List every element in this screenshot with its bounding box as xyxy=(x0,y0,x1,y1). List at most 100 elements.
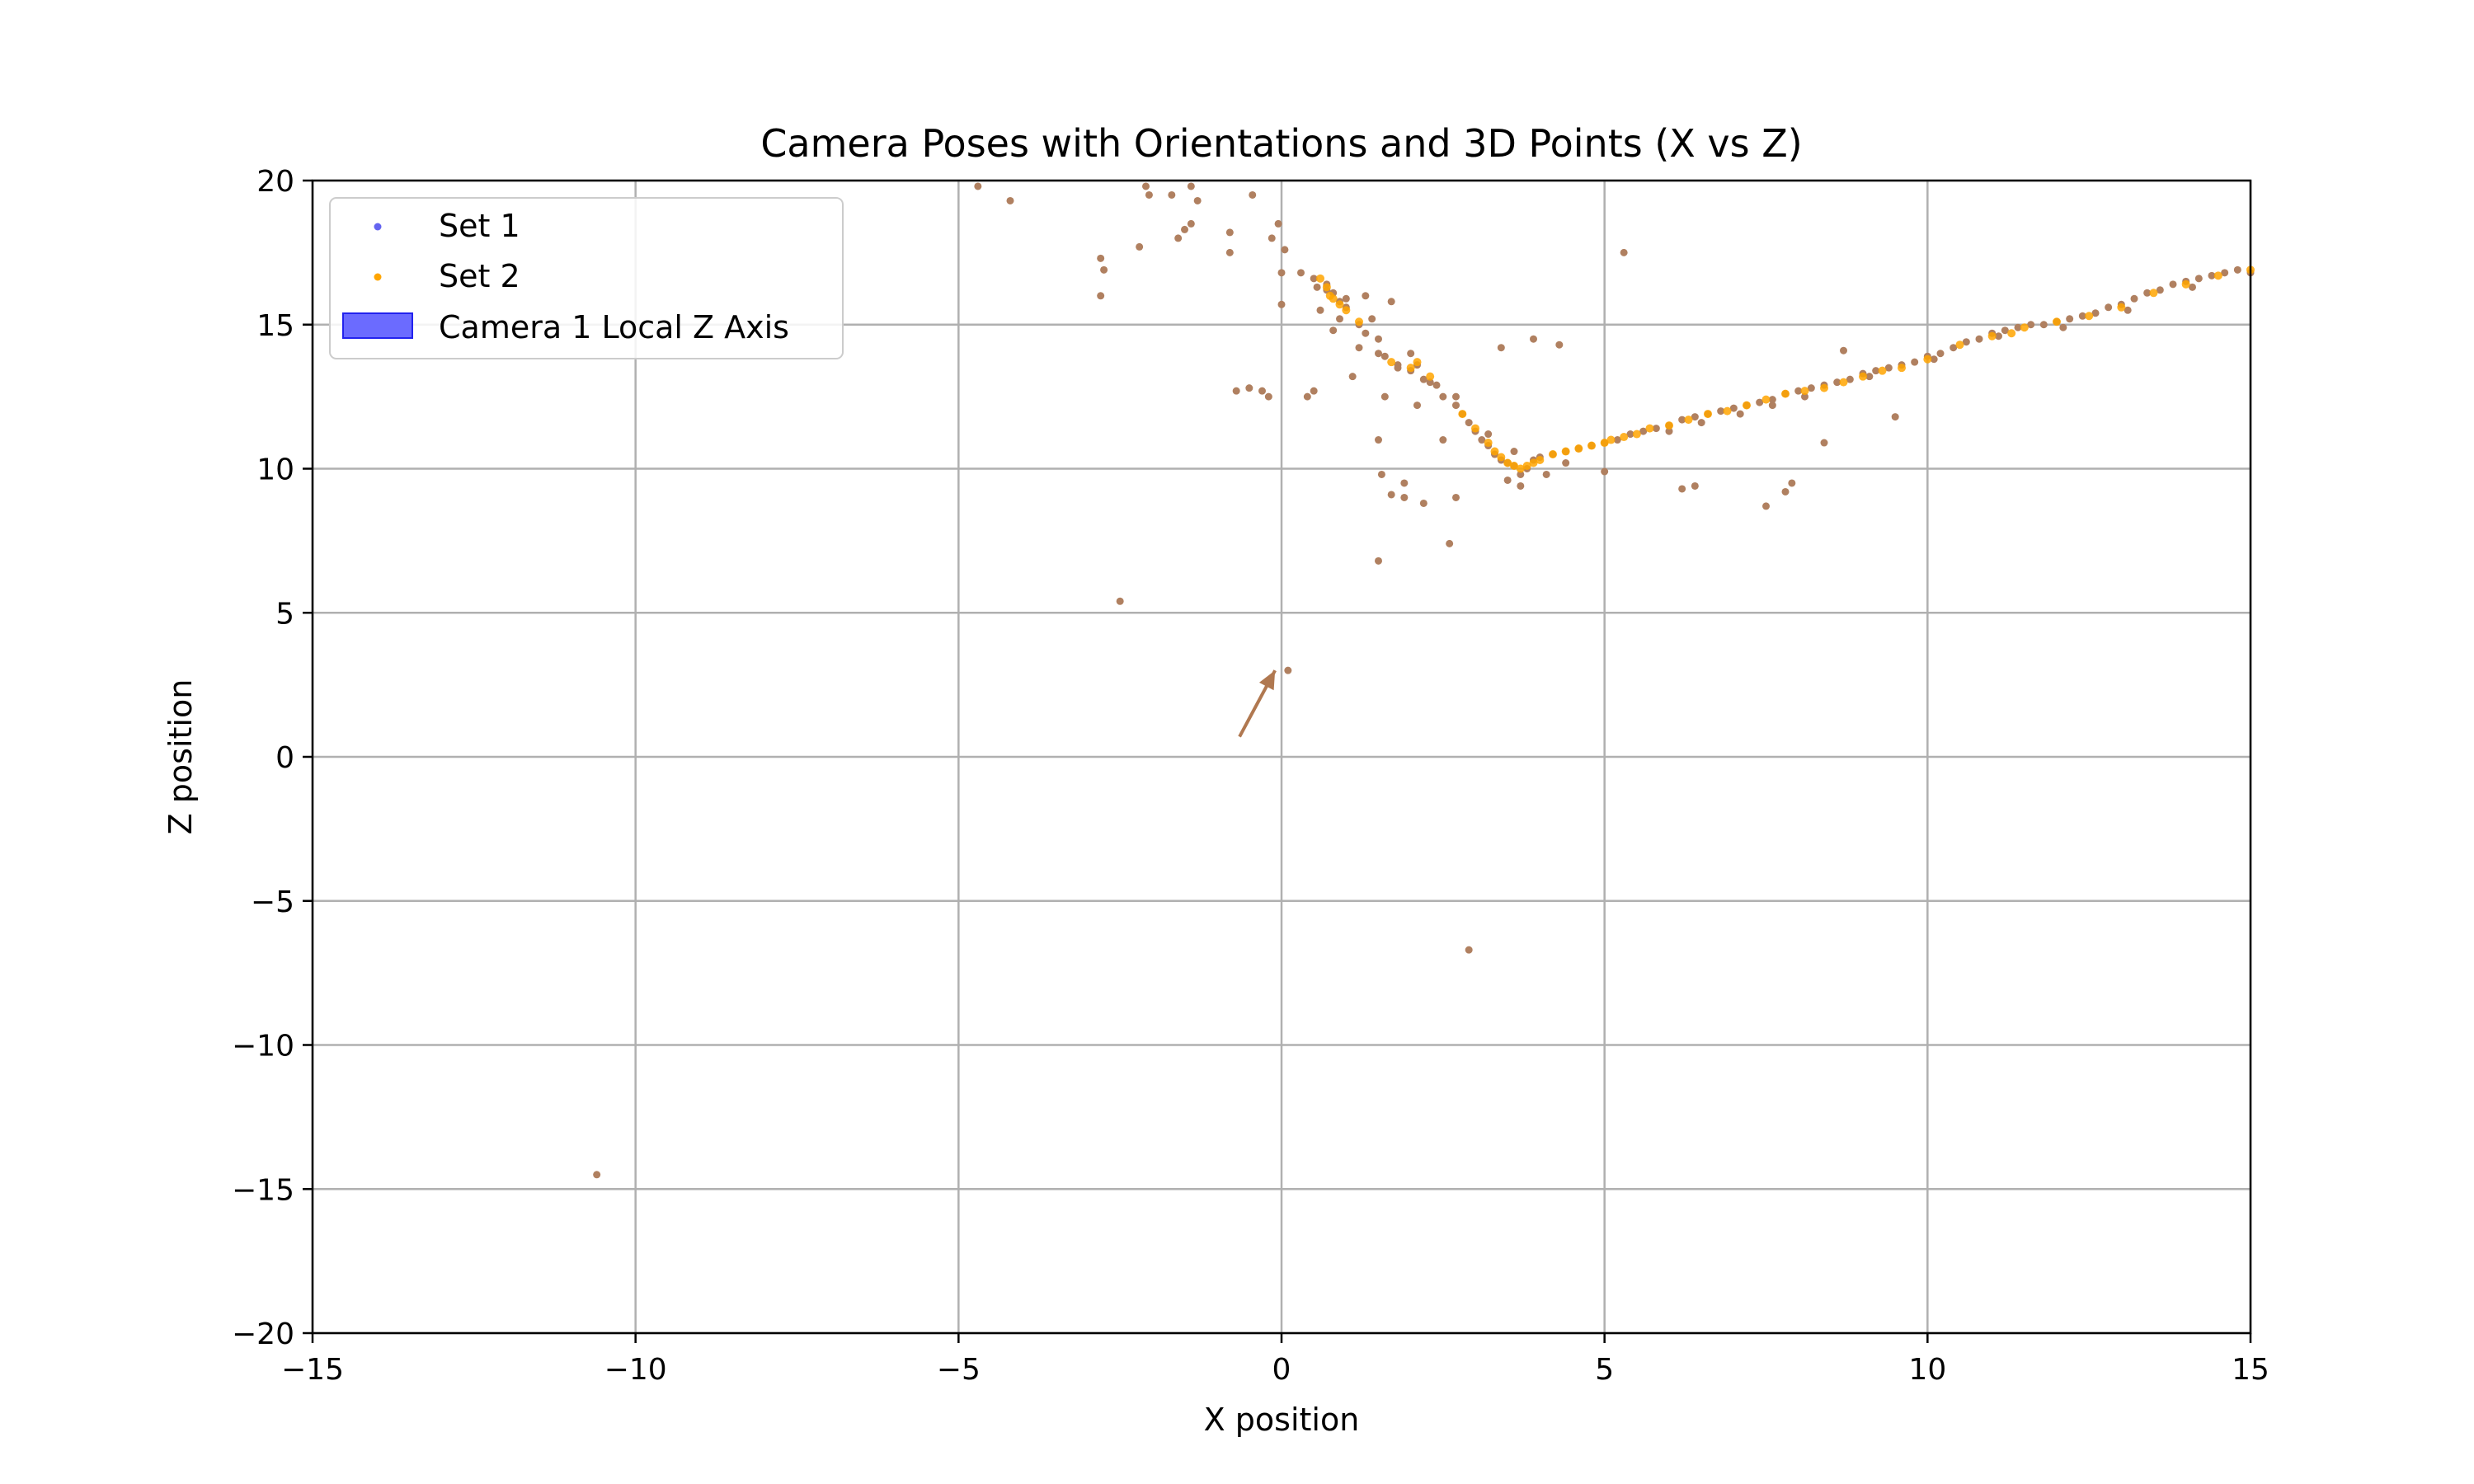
point-set1 xyxy=(1781,487,1790,495)
point-set1 xyxy=(593,1171,601,1179)
point-set1 xyxy=(1193,196,1202,204)
point-set2 xyxy=(1761,395,1771,404)
point-set2 xyxy=(1987,331,1997,340)
point-set1 xyxy=(1100,265,1108,274)
point-set1 xyxy=(2143,289,2152,297)
legend: Set 1 Set 2 Camera 1 Local Z Axis xyxy=(329,197,844,359)
point-set1 xyxy=(1407,350,1415,358)
point-set2 xyxy=(1645,424,1654,433)
point-set1 xyxy=(1394,361,1402,369)
point-set2 xyxy=(2213,271,2222,280)
point-set1 xyxy=(1281,246,1289,254)
point-set1 xyxy=(1400,493,1409,501)
point-set1 xyxy=(1484,430,1493,439)
point-set2 xyxy=(1355,317,1363,326)
point-set1 xyxy=(1768,396,1776,404)
point-set1 xyxy=(1562,459,1570,467)
legend-box xyxy=(329,197,844,359)
point-set1 xyxy=(1962,338,1970,346)
point-set1 xyxy=(1872,367,1880,375)
point-set1 xyxy=(1380,352,1389,360)
point-set1 xyxy=(1380,392,1389,401)
point-set1 xyxy=(2001,326,2009,335)
point-set1 xyxy=(2208,271,2216,279)
y-tick-label: 15 xyxy=(256,309,294,343)
point-set1 xyxy=(1995,332,2002,340)
point-set1 xyxy=(1329,326,1338,335)
point-set1 xyxy=(1542,470,1550,478)
point-set2 xyxy=(1632,430,1641,439)
point-set1 xyxy=(1446,539,1454,547)
point-set1 xyxy=(974,182,982,190)
point-set1 xyxy=(1268,234,1276,242)
point-set2 xyxy=(1923,355,1932,364)
point-set1 xyxy=(1891,413,1899,421)
point-set2 xyxy=(1587,441,1596,450)
point-set1 xyxy=(1820,439,1828,447)
point-set1 xyxy=(1833,378,1841,387)
chart-title: Camera Poses with Orientations and 3D Po… xyxy=(760,121,1802,166)
point-set1 xyxy=(2091,309,2100,317)
point-set1 xyxy=(1691,413,1699,421)
arrow-head xyxy=(1258,670,1276,691)
point-set1 xyxy=(1249,190,1257,199)
point-set2 xyxy=(1820,383,1828,392)
point-set1 xyxy=(1375,436,1382,444)
point-set2 xyxy=(1522,462,1531,471)
point-set1 xyxy=(2124,306,2132,314)
point-set1 xyxy=(1362,292,1370,300)
data-points xyxy=(593,182,2255,1179)
point-set1 xyxy=(2027,321,2035,329)
point-set1 xyxy=(1613,436,1621,444)
point-set1 xyxy=(1377,470,1385,478)
point-set1 xyxy=(1375,350,1382,358)
point-set2 xyxy=(1335,300,1344,309)
point-set1 xyxy=(1310,275,1318,283)
legend-label-set1: Set 1 xyxy=(439,208,520,244)
point-set1 xyxy=(1097,292,1105,300)
point-set1 xyxy=(1975,335,1983,343)
point-set2 xyxy=(1781,389,1790,398)
point-set1 xyxy=(2066,315,2074,323)
point-set1 xyxy=(1362,329,1370,337)
point-set1 xyxy=(2014,323,2022,331)
point-set2 xyxy=(1561,447,1570,456)
point-set2 xyxy=(1665,421,1673,430)
point-set2 xyxy=(1322,283,1331,292)
point-set2 xyxy=(1484,439,1493,448)
point-set2 xyxy=(1329,294,1338,303)
point-set2 xyxy=(1490,447,1499,456)
point-set1 xyxy=(1950,344,1958,352)
y-tick-label: −15 xyxy=(232,1173,294,1207)
legend-patch-camera-axis xyxy=(342,312,413,339)
point-set2 xyxy=(1426,372,1435,381)
point-set2 xyxy=(1516,464,1525,473)
point-set2 xyxy=(2020,323,2029,332)
point-set1 xyxy=(1697,419,1705,427)
point-set1 xyxy=(2156,286,2164,294)
point-set1 xyxy=(1274,219,1282,228)
point-set1 xyxy=(1432,381,1441,389)
point-set2 xyxy=(1898,364,1906,373)
legend-marker-set2 xyxy=(374,273,382,281)
point-set1 xyxy=(1303,392,1311,401)
point-set1 xyxy=(1601,467,1609,476)
point-set1 xyxy=(1517,470,1525,478)
point-set1 xyxy=(1794,387,1803,395)
point-set1 xyxy=(1884,364,1893,372)
point-set2 xyxy=(2053,317,2061,326)
point-set1 xyxy=(1174,234,1183,242)
point-set1 xyxy=(1691,481,1699,490)
legend-label-camera-axis: Camera 1 Local Z Axis xyxy=(439,309,789,345)
point-set1 xyxy=(1768,402,1776,410)
x-axis-label: X position xyxy=(1204,1402,1360,1438)
point-set1 xyxy=(2039,321,2048,329)
x-tick-label: −15 xyxy=(281,1353,344,1387)
point-set1 xyxy=(2130,294,2138,303)
point-set2 xyxy=(2117,303,2126,312)
point-set2 xyxy=(1839,378,1848,387)
point-set2 xyxy=(1510,462,1518,471)
point-set1 xyxy=(1245,384,1253,392)
point-set1 xyxy=(1930,355,1938,364)
